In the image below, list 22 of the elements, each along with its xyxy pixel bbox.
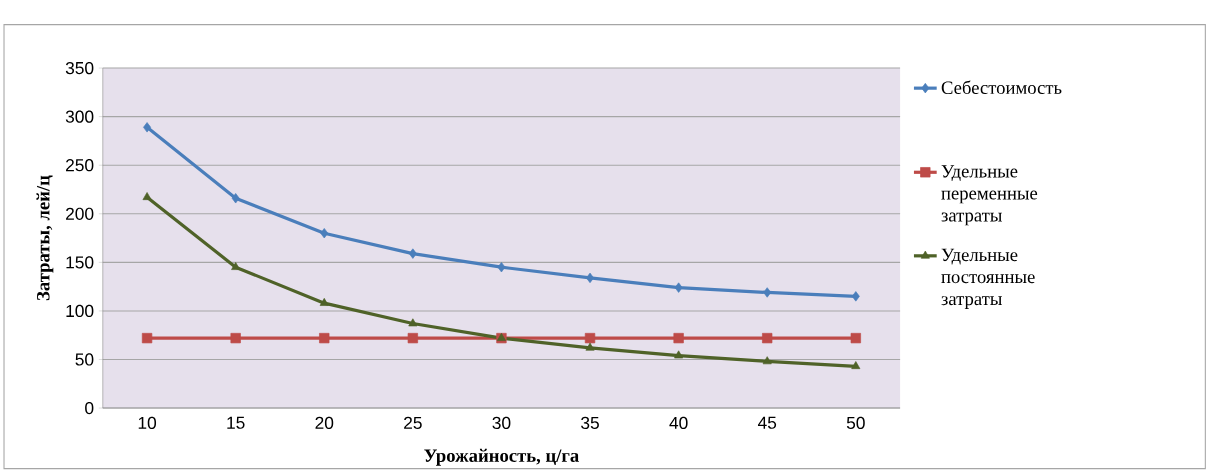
legend-label: Себестоимость [941,80,1062,95]
x-tick-label: 20 [315,416,334,430]
x-tick-label: 50 [846,416,865,430]
legend-label: Удельные переменные затраты [941,165,1038,226]
x-tick-label: 40 [669,416,688,430]
x-tick-label: 45 [757,416,777,429]
y-tick-label: 350 [65,61,94,75]
y-tick-label: 300 [65,110,94,123]
x-tick-label: 15 [227,416,245,429]
x-tick-label: 30 [492,416,511,430]
x-tick-label: 25 [404,416,422,430]
y-axis-title: Затраты, лей/ц [36,175,54,301]
y-tick-label: 100 [66,304,94,318]
x-tick-label: 35 [581,416,599,430]
y-tick-label: 250 [66,159,94,172]
x-tick-label: 10 [138,416,157,430]
legend-label: Удельные постоянные затраты [941,248,1035,309]
y-tick-label: 150 [66,256,94,269]
y-tick-label: 200 [66,207,94,220]
y-tick-label: 50 [75,353,94,366]
y-tick-label: 0 [85,401,94,415]
x-axis-title: Урожайность, ц/га [424,448,579,466]
